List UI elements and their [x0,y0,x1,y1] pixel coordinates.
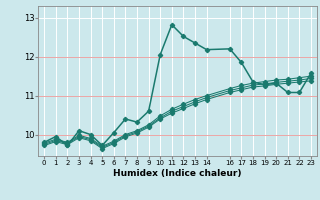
X-axis label: Humidex (Indice chaleur): Humidex (Indice chaleur) [113,169,242,178]
